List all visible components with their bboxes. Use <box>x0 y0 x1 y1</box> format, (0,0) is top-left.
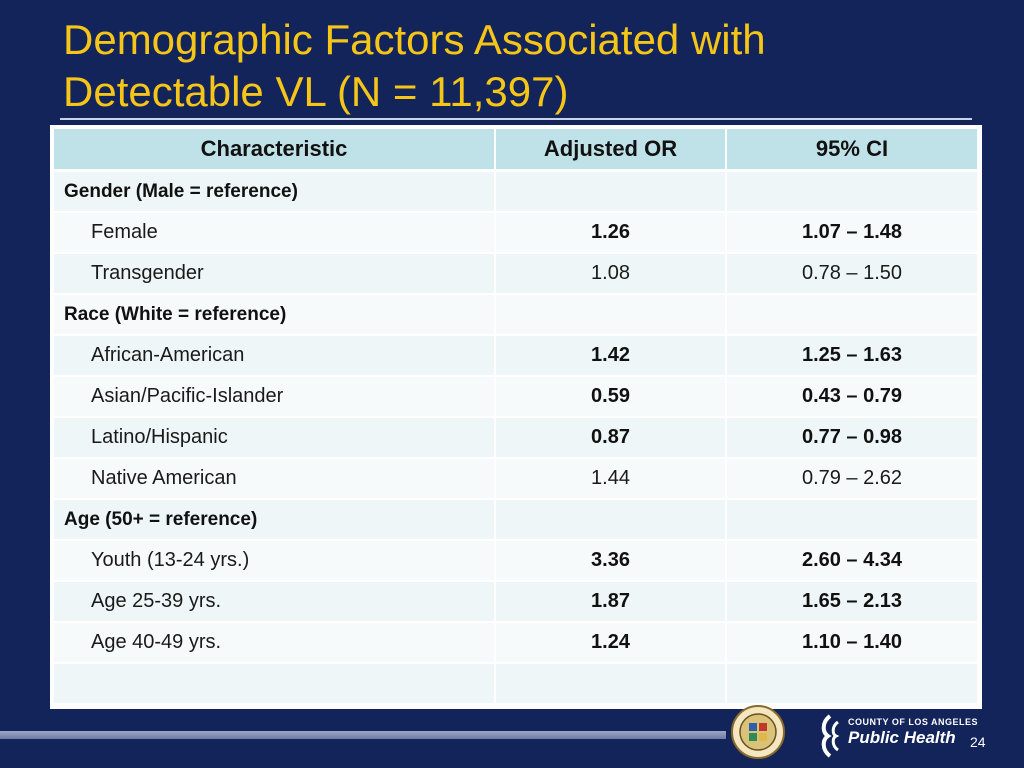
or-cell: 1.26 <box>495 212 727 254</box>
group-label: Age (50+ = reference) <box>54 499 496 541</box>
table-row <box>54 663 979 705</box>
table-row: Native American 1.44 0.79 – 2.62 <box>54 458 979 500</box>
public-health-logo-icon <box>821 714 840 758</box>
row-label: Female <box>54 212 496 254</box>
ci-cell: 0.79 – 2.62 <box>726 458 979 500</box>
or-cell: 1.87 <box>495 581 727 623</box>
or-cell <box>495 499 727 541</box>
ci-cell: 2.60 – 4.34 <box>726 540 979 582</box>
table-row: Female 1.26 1.07 – 1.48 <box>54 212 979 254</box>
table-row: Asian/Pacific-Islander 0.59 0.43 – 0.79 <box>54 376 979 418</box>
table-row: Gender (Male = reference) <box>54 170 979 213</box>
or-cell: 0.87 <box>495 417 727 459</box>
ci-cell <box>726 663 979 705</box>
or-cell <box>495 170 727 213</box>
title-line-1: Demographic Factors Associated with <box>63 16 766 63</box>
or-cell <box>495 663 727 705</box>
row-label: Native American <box>54 458 496 500</box>
county-seal-icon <box>731 705 785 759</box>
table-row: Age 40-49 yrs. 1.24 1.10 – 1.40 <box>54 622 979 664</box>
header-characteristic: Characteristic <box>54 129 496 172</box>
table-row: African-American 1.42 1.25 – 1.63 <box>54 335 979 377</box>
header-ci: 95% CI <box>726 129 979 172</box>
table-row: Age 25-39 yrs. 1.87 1.65 – 2.13 <box>54 581 979 623</box>
or-cell: 1.08 <box>495 253 727 295</box>
table-header-row: Characteristic Adjusted OR 95% CI <box>54 129 979 172</box>
ci-cell: 0.78 – 1.50 <box>726 253 979 295</box>
or-cell: 1.44 <box>495 458 727 500</box>
table-frame: Characteristic Adjusted OR 95% CI Gender… <box>50 125 982 709</box>
ci-cell: 1.07 – 1.48 <box>726 212 979 254</box>
slide-title: Demographic Factors Associated with Dete… <box>63 14 963 118</box>
odds-ratio-table: Characteristic Adjusted OR 95% CI Gender… <box>54 129 979 705</box>
table-row: Age (50+ = reference) <box>54 499 979 541</box>
row-label: Latino/Hispanic <box>54 417 496 459</box>
row-label: Age 40-49 yrs. <box>54 622 496 664</box>
ci-cell <box>726 499 979 541</box>
group-label: Race (White = reference) <box>54 294 496 336</box>
row-label: Transgender <box>54 253 496 295</box>
table-row: Latino/Hispanic 0.87 0.77 – 0.98 <box>54 417 979 459</box>
or-cell <box>495 294 727 336</box>
header-adjusted-or: Adjusted OR <box>495 129 727 172</box>
group-label: Gender (Male = reference) <box>54 170 496 213</box>
or-cell: 3.36 <box>495 540 727 582</box>
row-label: Age 25-39 yrs. <box>54 581 496 623</box>
table-row: Transgender 1.08 0.78 – 1.50 <box>54 253 979 295</box>
row-label: African-American <box>54 335 496 377</box>
or-cell: 0.59 <box>495 376 727 418</box>
logo-public-health-text: Public Health <box>848 728 956 747</box>
footer-bar <box>0 731 726 739</box>
title-line-2: Detectable VL (N = 11,397) <box>63 68 569 115</box>
ci-cell: 0.43 – 0.79 <box>726 376 979 418</box>
row-label <box>54 663 496 705</box>
table-row: Youth (13-24 yrs.) 3.36 2.60 – 4.34 <box>54 540 979 582</box>
row-label: Youth (13-24 yrs.) <box>54 540 496 582</box>
ci-cell: 1.25 – 1.63 <box>726 335 979 377</box>
table-row: Race (White = reference) <box>54 294 979 336</box>
ci-cell <box>726 170 979 213</box>
ci-cell: 0.77 – 0.98 <box>726 417 979 459</box>
row-label: Asian/Pacific-Islander <box>54 376 496 418</box>
ci-cell <box>726 294 979 336</box>
ci-cell: 1.10 – 1.40 <box>726 622 979 664</box>
title-divider <box>60 118 972 120</box>
or-cell: 1.42 <box>495 335 727 377</box>
or-cell: 1.24 <box>495 622 727 664</box>
page-number: 24 <box>970 734 986 750</box>
logo-county-text: COUNTY OF LOS ANGELES <box>848 717 979 727</box>
ci-cell: 1.65 – 2.13 <box>726 581 979 623</box>
